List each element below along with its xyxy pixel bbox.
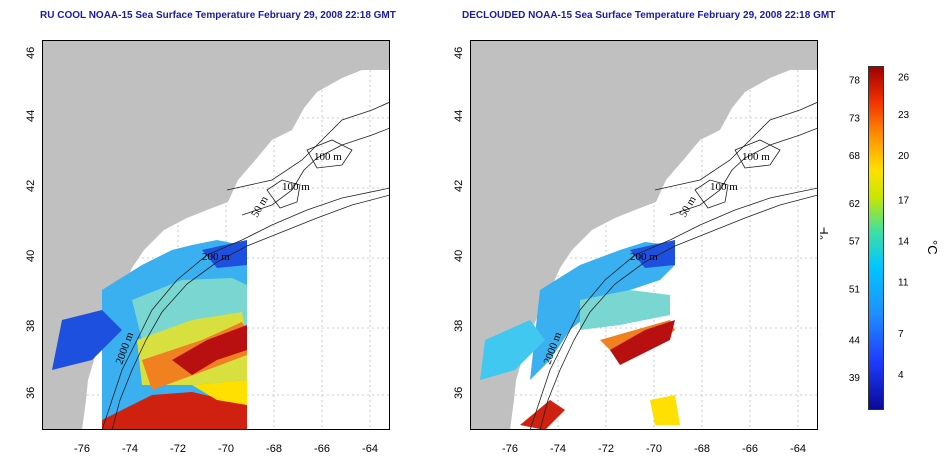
sst-map-raw: 100 m 100 m 50 m 200 m 2000 m [42,40,390,430]
contour-label-200: 200 m [630,251,658,263]
longitude-tick-label: -76 [74,443,90,455]
longitude-tick-label: -70 [218,443,234,455]
contour-label-100b: 100 m [282,181,310,193]
latitude-tick-label: 44 [25,110,37,122]
longitude-tick-label: -68 [694,443,710,455]
longitude-tick-label: -66 [314,443,330,455]
latitude-tick-label: 40 [453,250,465,262]
contour-label-100a: 100 m [742,151,770,163]
contour-label-100a: 100 m [314,151,342,163]
longitude-tick-label: -76 [502,443,518,455]
longitude-tick-label: -72 [170,443,186,455]
fahrenheit-tick-label: 62 [849,199,861,210]
colorbar-labels: 78 73 68 62 57 51 44 39 26 23 20 17 14 11 7 4 °F °C [820,72,940,384]
longitude-tick-label: -74 [122,443,138,455]
fahrenheit-unit-label: °F [820,227,831,240]
latitude-tick-label: 40 [25,250,37,262]
fahrenheit-tick-label: 57 [849,236,861,247]
left-map-title: RU COOL NOAA-15 Sea Surface Temperature … [40,10,396,21]
sst-map-declouded: 100 m 100 m 50 m 200 m 2000 m [470,40,818,430]
fahrenheit-tick-label: 39 [849,373,861,384]
celsius-tick-label: 26 [898,72,910,83]
land-mass [42,40,390,430]
celsius-unit-label: °C [925,240,940,255]
fahrenheit-tick-label: 51 [849,284,861,295]
temperature-colorbar [868,66,884,410]
fahrenheit-tick-label: 44 [849,336,861,347]
fahrenheit-tick-label: 68 [849,151,861,162]
celsius-tick-label: 23 [898,110,910,121]
latitude-tick-label: 46 [25,47,37,59]
longitude-tick-label: -64 [362,443,378,455]
latitude-tick-label: 42 [25,180,37,192]
contour-label-100b: 100 m [710,181,738,193]
celsius-tick-label: 17 [898,195,910,206]
longitude-tick-label: -68 [266,443,282,455]
longitude-tick-label: -70 [646,443,662,455]
latitude-tick-label: 44 [453,110,465,122]
celsius-tick-label: 20 [898,151,910,162]
celsius-tick-label: 14 [898,236,910,247]
latitude-tick-label: 42 [453,180,465,192]
contour-label-200: 200 m [202,251,230,263]
celsius-tick-label: 7 [898,329,904,340]
longitude-tick-label: -72 [598,443,614,455]
celsius-tick-label: 4 [898,370,904,381]
latitude-tick-label: 38 [25,320,37,332]
latitude-tick-label: 36 [25,387,37,399]
fahrenheit-tick-label: 73 [849,113,861,124]
longitude-tick-label: -66 [742,443,758,455]
longitude-tick-label: -64 [790,443,806,455]
right-map-title: DECLOUDED NOAA-15 Sea Surface Temperatur… [462,10,836,21]
latitude-tick-label: 38 [453,320,465,332]
longitude-tick-label: -74 [550,443,566,455]
fahrenheit-tick-label: 78 [849,76,861,87]
latitude-tick-label: 46 [453,47,465,59]
latitude-tick-label: 36 [453,387,465,399]
celsius-tick-label: 11 [898,277,909,288]
